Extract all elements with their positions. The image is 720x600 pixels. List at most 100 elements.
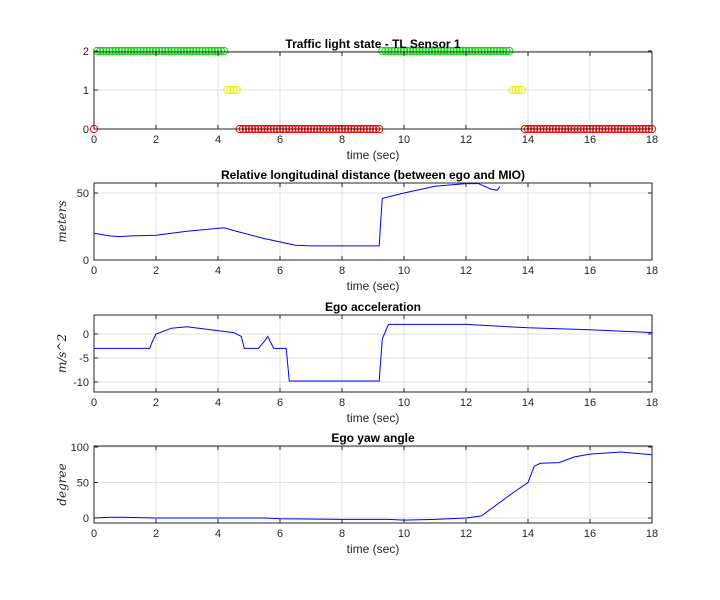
ego-acceleration-axes-frame: [93, 314, 653, 393]
ego-acceleration-ylabel: m/s^2: [55, 334, 69, 373]
ego-acceleration-xtick-label: 14: [522, 397, 534, 409]
traffic-light-xtick-label: 18: [646, 134, 658, 146]
traffic-light-point: [124, 46, 133, 56]
ego-yaw-ytick-label: 100: [71, 442, 89, 454]
traffic-light-point: [421, 46, 430, 56]
traffic-light-point: [381, 46, 390, 56]
traffic-light-point: [167, 46, 176, 56]
traffic-light-point: [136, 46, 145, 56]
relative-distance-ytick-label: 50: [77, 188, 89, 200]
relative-distance-xtick-label: 6: [277, 265, 283, 277]
traffic-light-point: [384, 46, 393, 56]
traffic-light-point: [201, 46, 210, 56]
traffic-light-point: [489, 46, 498, 56]
traffic-light-point: [449, 46, 458, 56]
traffic-light-point: [443, 46, 452, 56]
traffic-light-point: [182, 46, 192, 56]
ego-yaw-xtick-label: 0: [91, 528, 97, 540]
traffic-light-xtick-label: 0: [91, 134, 97, 146]
traffic-light-title: Traffic light state - TL Sensor 1: [285, 37, 460, 51]
traffic-light-ytick-label: 2: [83, 46, 89, 58]
traffic-light-point: [446, 46, 455, 56]
subplot-ego-acceleration: 0 2 4 6 8 10 12 14 16 18 -10 -5 0 Ego acceleration t…: [55, 300, 658, 425]
relative-distance-xtick-label: 10: [398, 265, 410, 277]
traffic-light-point: [387, 46, 396, 56]
ego-yaw-ylabel: degree: [55, 463, 69, 505]
relative-distance-line: [93, 183, 501, 247]
traffic-light-point: [483, 46, 492, 56]
relative-distance-xtick-label: 12: [460, 265, 472, 277]
traffic-light-xtick-label: 10: [398, 134, 410, 146]
traffic-light-point: [418, 46, 427, 56]
ego-yaw-ytick-label: 50: [77, 478, 89, 490]
traffic-light-point: [434, 46, 443, 56]
ego-yaw-line: [93, 451, 653, 521]
traffic-light-point: [437, 46, 446, 56]
relative-distance-xtick-label: 4: [215, 265, 221, 277]
traffic-light-point: [514, 85, 523, 95]
ego-acceleration-xtick-label: 4: [215, 397, 221, 409]
traffic-light-point: [145, 46, 154, 56]
traffic-light-point: [186, 46, 195, 56]
relative-distance-axes-frame: [93, 182, 653, 261]
ego-acceleration-xtick-label: 12: [460, 397, 472, 409]
traffic-light-point: [477, 46, 486, 56]
traffic-light-point: [164, 46, 173, 56]
relative-distance-ticks: 0 2 4 6 8 10 12 14 16 18 0 50: [77, 183, 658, 277]
traffic-light-point: [496, 46, 505, 56]
traffic-light-point: [217, 46, 226, 56]
traffic-light-point: [93, 46, 102, 56]
traffic-light-point: [406, 46, 415, 56]
subplot-ego-yaw: 0 2 4 6 8 10 12 14 16 18 0 50 100 Ego yaw angle time…: [55, 431, 658, 556]
relative-distance-title: Relative longitudinal distance (between …: [221, 168, 525, 182]
traffic-light-xtick-label: 4: [215, 134, 221, 146]
traffic-light-point: [452, 46, 461, 56]
ego-acceleration-xtick-label: 8: [339, 397, 345, 409]
traffic-light-point: [111, 46, 120, 56]
traffic-light-point: [415, 46, 424, 56]
traffic-light-point: [229, 85, 238, 95]
traffic-light-point: [176, 46, 185, 56]
traffic-light-point: [192, 46, 201, 56]
traffic-light-point: [223, 85, 232, 95]
ego-acceleration-xtick-label: 16: [584, 397, 596, 409]
ego-acceleration-ytick-label: -10: [73, 377, 89, 389]
traffic-light-point: [232, 85, 241, 95]
relative-distance-xtick-label: 8: [339, 265, 345, 277]
traffic-light-point: [517, 85, 526, 95]
traffic-light-xtick-label: 16: [584, 134, 596, 146]
traffic-light-point: [396, 46, 405, 56]
ego-yaw-xtick-label: 18: [646, 528, 658, 540]
traffic-light-xtick-label: 14: [522, 134, 534, 146]
ego-yaw-xtick-label: 6: [277, 528, 283, 540]
ego-acceleration-xtick-label: 10: [398, 397, 410, 409]
relative-distance-xtick-label: 18: [646, 265, 658, 277]
traffic-light-point: [155, 46, 164, 56]
traffic-light-point: [102, 46, 111, 56]
ego-yaw-axes-frame: [93, 445, 653, 524]
relative-distance-xtick-label: 2: [153, 265, 159, 277]
traffic-light-point: [424, 46, 433, 56]
traffic-light-point: [486, 46, 495, 56]
traffic-light-point: [226, 85, 235, 95]
traffic-light-point: [127, 46, 136, 56]
traffic-light-point: [393, 46, 402, 56]
ego-acceleration-xtick-label: 18: [646, 397, 658, 409]
traffic-light-point: [120, 46, 130, 56]
traffic-light-point: [508, 85, 517, 95]
traffic-light-point: [427, 46, 436, 56]
traffic-light-point: [412, 46, 421, 56]
traffic-light-point: [378, 46, 387, 56]
relative-distance-ytick-label: 0: [83, 255, 89, 267]
traffic-light-xlabel: time (sec): [347, 148, 400, 162]
traffic-light-point: [210, 46, 219, 56]
traffic-light-point: [409, 46, 418, 56]
traffic-light-point: [139, 46, 148, 56]
ego-acceleration-ytick-label: -5: [79, 353, 89, 365]
ego-acceleration-line: [94, 323, 653, 382]
traffic-light-point: [189, 46, 198, 56]
